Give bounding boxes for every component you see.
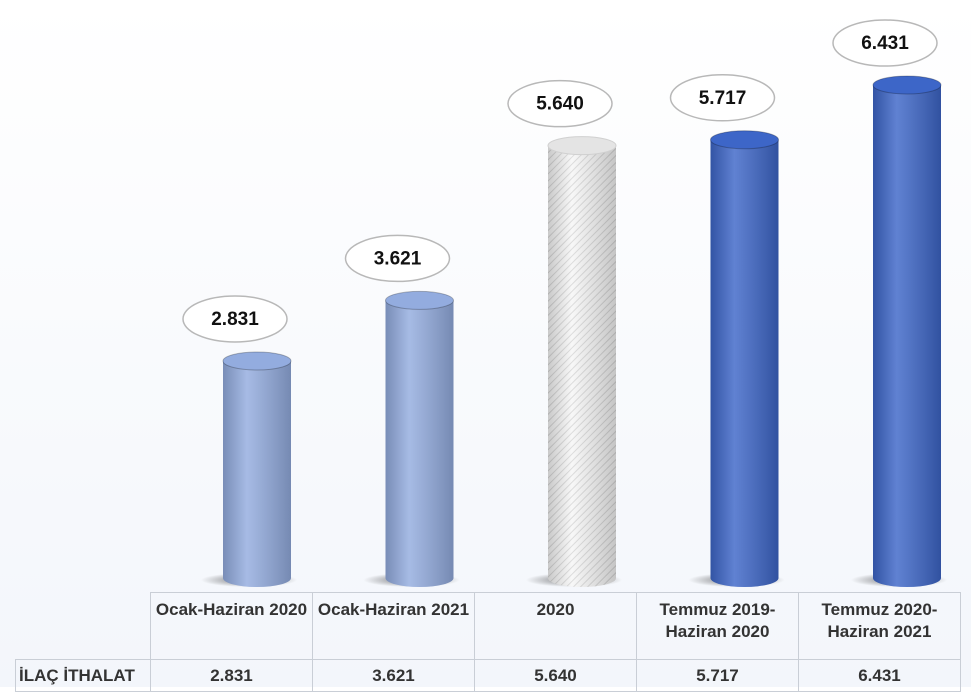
bar — [872, 75, 942, 587]
bar-top — [872, 75, 942, 95]
category-label: Ocak-Haziran 2021 — [312, 592, 475, 660]
bar-top — [547, 136, 617, 156]
label-bubble — [182, 295, 288, 343]
bar-shade — [223, 360, 291, 587]
bar — [222, 351, 292, 587]
bar-top — [710, 130, 779, 150]
label-bubble — [344, 234, 451, 283]
data-label: 5.640 — [536, 94, 584, 115]
data-label: 5.717 — [699, 88, 747, 109]
bar-shade — [873, 85, 941, 587]
category-label: Temmuz 2019-Haziran 2020 — [636, 592, 799, 660]
bar — [710, 130, 779, 588]
data-label: 3.621 — [374, 248, 422, 269]
bar-shade — [710, 139, 779, 588]
label-bubble — [669, 73, 776, 122]
label-bubble — [507, 79, 613, 128]
chart: 2.831 3.621 5.640 5.717 6.431 — [182, 19, 947, 588]
blank-cell — [15, 592, 151, 660]
bar — [385, 290, 454, 587]
category-label: Temmuz 2020-Haziran 2021 — [798, 592, 961, 660]
bar-top — [222, 351, 292, 371]
data-table: Ocak-Haziran 2020 Ocak-Haziran 2021 2020 Te… — [15, 592, 961, 692]
category-label: 2020 — [474, 592, 637, 660]
bar-top — [385, 290, 454, 310]
label-bubble — [832, 19, 938, 67]
bar-shade — [548, 145, 616, 587]
bar — [547, 136, 617, 587]
data-label: 2.831 — [211, 309, 259, 330]
category-label: Ocak-Haziran 2020 — [150, 592, 313, 660]
bar-shade — [385, 300, 454, 587]
data-label: 6.431 — [861, 33, 909, 54]
